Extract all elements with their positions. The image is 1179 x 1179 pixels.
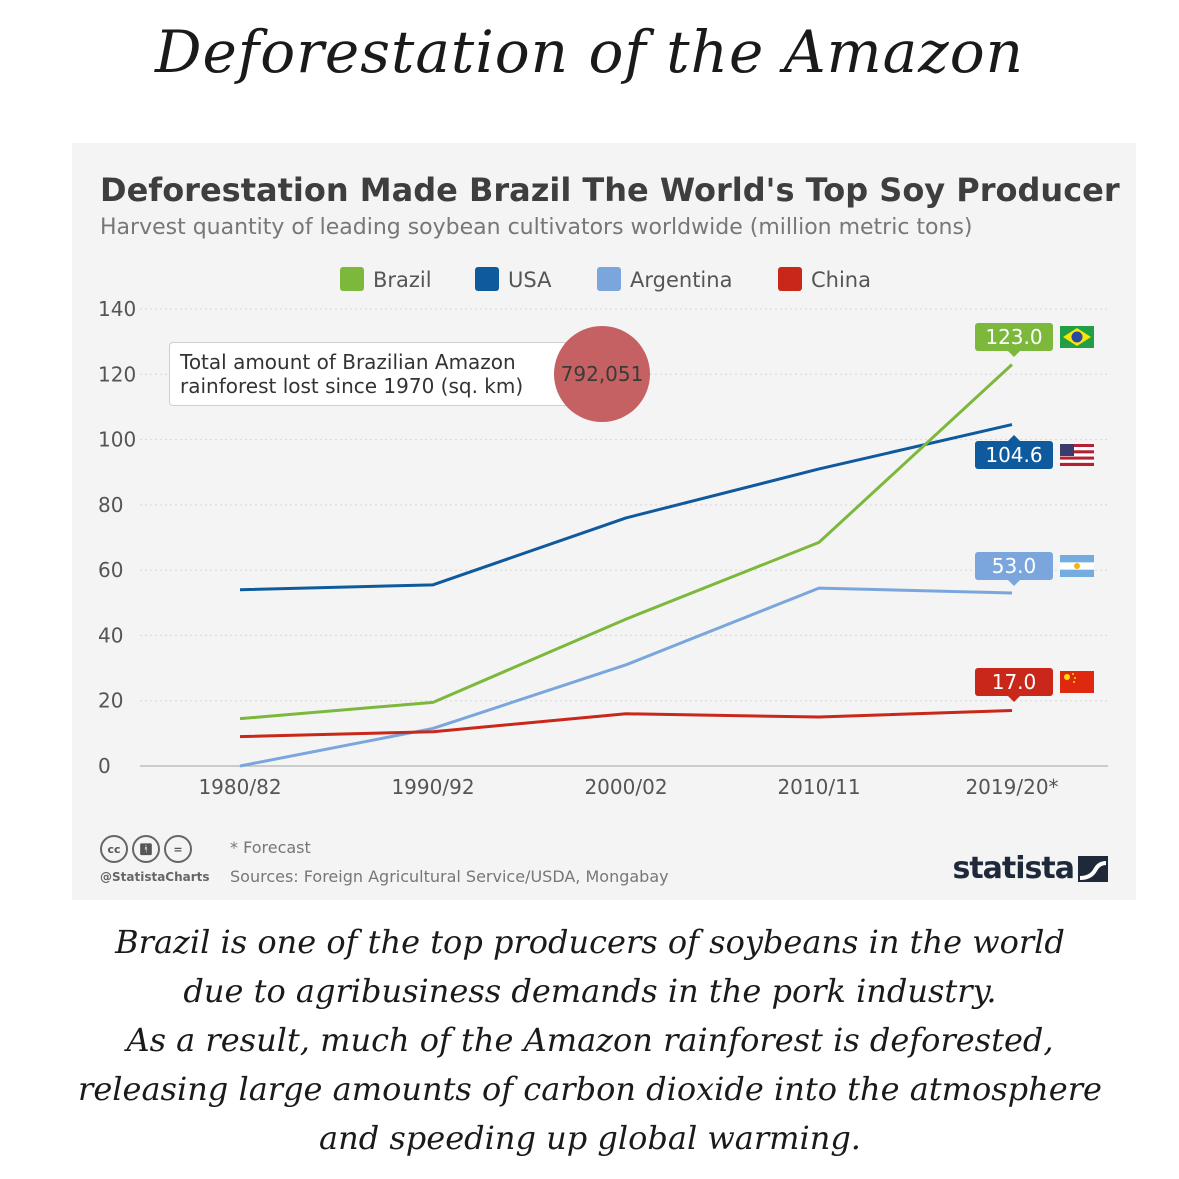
chart-subtitle: Harvest quantity of leading soybean cult… — [100, 215, 973, 240]
no-derivatives-icon: = — [164, 835, 192, 863]
legend-swatch — [475, 267, 499, 291]
license-icons: cc 🚹︎ = — [100, 835, 192, 863]
x-tick-label: 1980/82 — [198, 775, 281, 799]
end-label-badge — [975, 668, 1053, 696]
legend-swatch — [340, 267, 364, 291]
x-tick-label: 2000/02 — [584, 775, 667, 799]
end-label-value: 104.6 — [985, 443, 1042, 467]
end-label-pointer — [1008, 435, 1020, 441]
statista-handle: @StatistaCharts — [100, 870, 210, 884]
annotation-line-2: rainforest lost since 1970 (sq. km) — [180, 374, 524, 398]
y-tick-label: 120 — [98, 362, 136, 386]
caption-line-2: due to agribusiness demands in the pork … — [183, 972, 997, 1010]
y-tick-label: 0 — [98, 754, 111, 778]
legend-label: China — [811, 268, 871, 292]
y-tick-label: 40 — [98, 623, 123, 647]
line-chart: 0 20 40 60 80 100 120 140 1980/82 1990/92 2000/02 2… — [98, 267, 1108, 799]
annotation-value: 792,051 — [560, 362, 644, 386]
y-tick-label: 140 — [98, 297, 136, 321]
caption-line-3: As a result, much of the Amazon rainfore… — [126, 1021, 1054, 1059]
end-label-badge — [975, 441, 1053, 469]
x-tick-label: 2010/11 — [777, 775, 860, 799]
statista-wordmark: statista — [952, 851, 1075, 886]
statista-logo: statista — [952, 851, 1108, 886]
end-label-pointer — [1008, 580, 1020, 586]
china-flag-icon — [1060, 671, 1094, 693]
end-label-badge — [975, 323, 1053, 351]
caption-line-5: and speeding up global warming. — [319, 1119, 861, 1157]
legend-label: Argentina — [630, 268, 732, 292]
annotation-value-circle: 792,051 — [554, 326, 650, 422]
legend-label: USA — [508, 268, 552, 292]
attribution-icon: 🚹︎ — [132, 835, 160, 863]
y-tick-label: 100 — [98, 428, 136, 452]
end-label-value: 123.0 — [985, 325, 1042, 349]
series-line-brazil — [239, 363, 1014, 721]
series-line-argentina — [239, 586, 1013, 768]
caption: Brazil is one of the top producers of so… — [40, 918, 1140, 1163]
page-title: Deforestation of the Amazon — [154, 18, 1025, 86]
caption-line-4: releasing large amounts of carbon dioxid… — [78, 1070, 1102, 1108]
end-label-value: 53.0 — [992, 554, 1037, 578]
annotation-line-1: Total amount of Brazilian Amazon — [180, 350, 516, 374]
brazil-flag-icon — [1060, 326, 1094, 348]
footnote: * Forecast — [230, 838, 311, 857]
chart-title: Deforestation Made Brazil The World's To… — [100, 171, 1120, 209]
legend-swatch — [778, 267, 802, 291]
chart-card: Deforestation Made Brazil The World's To… — [72, 143, 1136, 900]
end-label-value: 17.0 — [992, 670, 1037, 694]
series-line-usa — [239, 423, 1013, 592]
caption-line-1: Brazil is one of the top producers of so… — [115, 923, 1065, 961]
statista-logo-icon — [1078, 855, 1108, 882]
x-tick-label: 1990/92 — [391, 775, 474, 799]
sources: Sources: Foreign Agricultural Service/US… — [230, 867, 669, 886]
end-label-badge — [975, 552, 1053, 580]
x-tick-label: 2019/20* — [965, 775, 1058, 799]
end-label-pointer — [1008, 696, 1020, 702]
annotation-box: Total amount of Brazilian Amazon rainfor… — [169, 342, 577, 406]
y-tick-label: 80 — [98, 493, 123, 517]
legend-label: Brazil — [373, 268, 432, 292]
legend-swatch — [597, 267, 621, 291]
usa-flag-icon — [1060, 444, 1094, 466]
series-line-china — [239, 709, 1013, 739]
y-tick-label: 20 — [98, 689, 123, 713]
end-label-pointer — [1008, 351, 1020, 357]
cc-icon: cc — [100, 835, 128, 863]
y-tick-label: 60 — [98, 558, 123, 582]
argentina-flag-icon — [1060, 555, 1094, 577]
